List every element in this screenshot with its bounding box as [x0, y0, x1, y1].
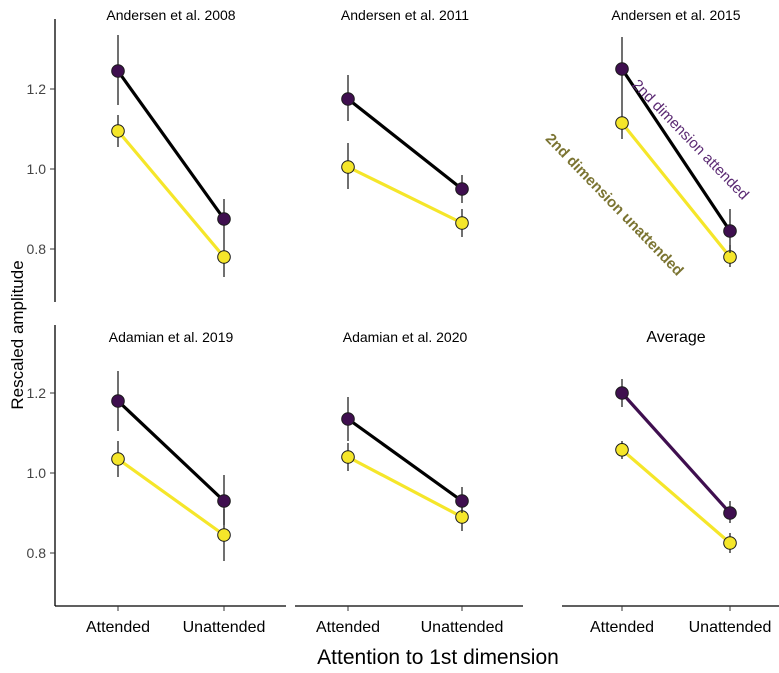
- panel-title: Adamian et al. 2020: [343, 329, 468, 345]
- unattended-point: [615, 443, 629, 457]
- unattended-point: [111, 124, 125, 138]
- y-axis-label: Rescaled amplitude: [8, 260, 27, 409]
- axes-layer: 0.8 1.0 1.2 0.8 1.0 1.2 Attended Unattended Atte…: [27, 19, 779, 636]
- unattended-point: [341, 160, 355, 174]
- unattended-point: [111, 452, 125, 466]
- y-tick-label: 1.0: [27, 465, 47, 481]
- attended-point: [455, 182, 469, 196]
- unattended-point: [217, 528, 231, 542]
- attended-point: [341, 92, 355, 106]
- unattended-point: [615, 116, 629, 130]
- series-line: [620, 391, 732, 515]
- annotation-2nd-dimension-unattended: 2nd dimension unattended: [542, 130, 687, 279]
- panels-layer: Andersen et al. 2008 Andersen et al. 2011…: [106, 7, 741, 561]
- attended-point: [723, 224, 737, 238]
- x-axis-label: Attention to 1st dimension: [317, 646, 559, 669]
- panel: Andersen et al. 2015: [611, 7, 741, 267]
- panel-title: Adamian et al. 2019: [109, 329, 234, 345]
- series-line: [346, 97, 464, 191]
- series-line: [116, 69, 226, 221]
- series-line: [346, 165, 464, 225]
- y-tick-label: 1.0: [27, 161, 47, 177]
- unattended-point: [341, 450, 355, 464]
- x-tick-label: Unattended: [689, 619, 772, 636]
- attended-point: [615, 62, 629, 76]
- unattended-point: [217, 250, 231, 264]
- panel: Andersen et al. 2011: [341, 7, 469, 237]
- unattended-point: [723, 536, 737, 550]
- panel-title: Andersen et al. 2015: [611, 7, 740, 23]
- x-tick-label: Attended: [86, 619, 150, 636]
- series-line: [620, 121, 732, 259]
- attended-point: [341, 412, 355, 426]
- series-line: [620, 67, 732, 233]
- panel-title: Andersen et al. 2008: [106, 7, 235, 23]
- series-line: [620, 448, 732, 545]
- series-line: [346, 455, 464, 519]
- attended-point: [455, 494, 469, 508]
- series-line: [116, 399, 226, 503]
- series-line: [116, 457, 226, 537]
- panel: Adamian et al. 2019: [109, 329, 234, 561]
- x-tick-label: Attended: [316, 619, 380, 636]
- annotation-2nd-dimension-attended: 2nd dimension attended: [629, 76, 752, 203]
- panel-title: Average: [646, 329, 705, 346]
- attended-point: [111, 64, 125, 78]
- x-tick-label: Unattended: [421, 619, 504, 636]
- attended-point: [217, 494, 231, 508]
- y-tick-label: 1.2: [27, 385, 47, 401]
- y-tick-label: 0.8: [27, 241, 47, 257]
- attended-point: [723, 506, 737, 520]
- panel-title: Andersen et al. 2011: [341, 7, 469, 23]
- attended-point: [217, 212, 231, 226]
- unattended-point: [455, 216, 469, 230]
- y-tick-label: 1.2: [27, 81, 47, 97]
- x-tick-label: Attended: [590, 619, 654, 636]
- attended-point: [615, 386, 629, 400]
- series-line: [116, 129, 226, 259]
- attended-point: [111, 394, 125, 408]
- panel: Andersen et al. 2008: [106, 7, 236, 277]
- panel: Adamian et al. 2020: [341, 329, 469, 531]
- panel: Average: [615, 329, 737, 553]
- x-tick-label: Unattended: [183, 619, 266, 636]
- y-tick-label: 0.8: [27, 545, 47, 561]
- series-line: [346, 417, 464, 503]
